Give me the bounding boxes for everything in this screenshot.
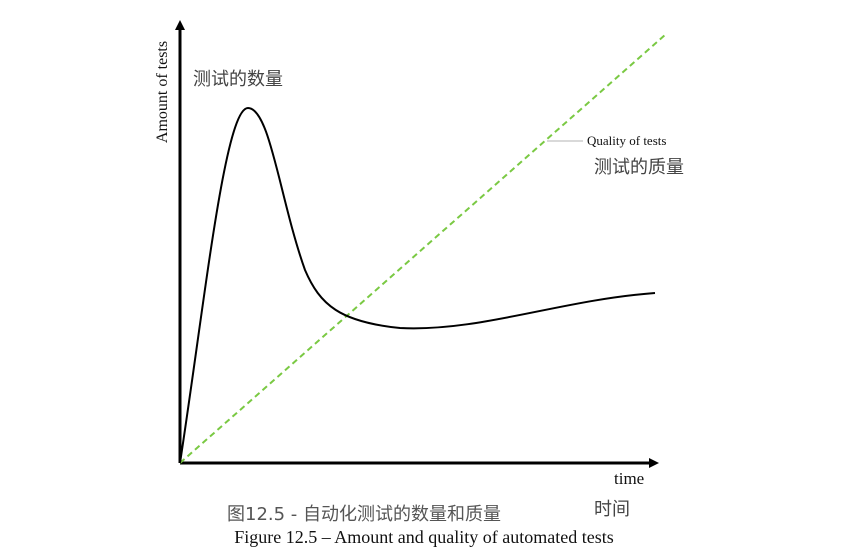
y-axis-label: Amount of tests bbox=[154, 41, 171, 143]
amount-of-tests-curve bbox=[179, 106, 656, 464]
figure-caption: Figure 12.5 – Amount and quality of auto… bbox=[234, 527, 613, 547]
quality-of-tests-line bbox=[179, 34, 666, 464]
x-axis-label: time bbox=[614, 469, 644, 488]
quality-label: Quality of tests bbox=[587, 133, 666, 148]
figure-caption-cn: 图12.5 - 自动化测试的数量和质量 bbox=[227, 504, 501, 525]
quality-label-cn: 测试的质量 bbox=[594, 157, 684, 178]
y-axis-label-cn: 测试的数量 bbox=[193, 69, 283, 90]
x-axis-label-cn: 时间 bbox=[594, 499, 630, 520]
